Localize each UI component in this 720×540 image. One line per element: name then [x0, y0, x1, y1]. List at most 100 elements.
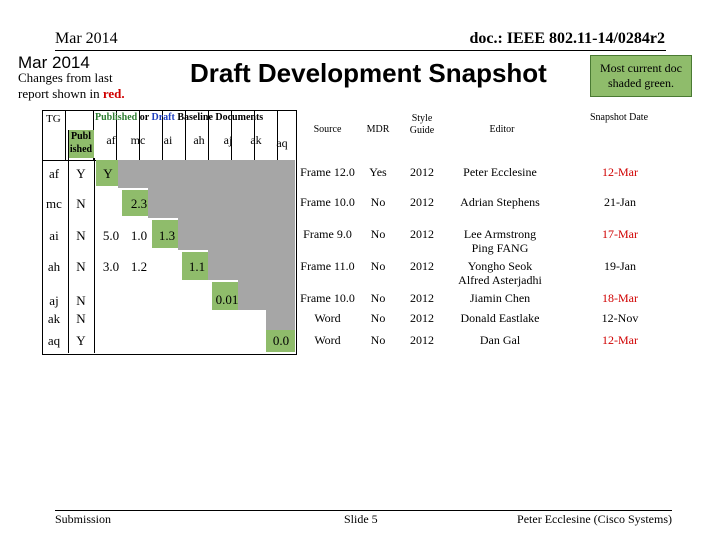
matrix-grid	[42, 110, 278, 161]
published-header-text: Publ ished	[69, 131, 93, 155]
row-date: 12-Nov	[601, 311, 639, 325]
row-editor: Yongho Seok	[467, 259, 533, 273]
th-style-text: Style Guide	[409, 113, 435, 136]
green-note: Most current doc shaded green.	[590, 55, 692, 97]
th-mdr: MDR	[366, 124, 390, 135]
shade-ah	[208, 250, 295, 280]
row-mdr: No	[370, 291, 386, 305]
matrix-caption: Published or Draft Baseline Documents	[95, 112, 263, 123]
footer-rule	[55, 510, 672, 511]
row-mdr: No	[370, 311, 386, 325]
caption-draft: Draft	[151, 112, 175, 123]
shade-mc	[148, 188, 295, 218]
col-header-ak: ak	[250, 133, 262, 147]
row-style: 2012	[410, 165, 434, 179]
changes-line2: report shown in red.	[18, 86, 125, 102]
row-date: 12-Mar	[602, 165, 638, 179]
cell-ai-mc: 1.0	[130, 228, 148, 243]
col-header-mc: mc	[130, 133, 146, 147]
matrix-tg-label: TG	[46, 113, 61, 125]
footer-author: Peter Ecclesine (Cisco Systems)	[517, 512, 672, 526]
row-editor: Donald Eastlake	[460, 311, 540, 325]
row-editor-2: Ping FANG	[471, 241, 529, 255]
row-pub-aj: N	[76, 293, 86, 308]
row-editor: Lee Armstrong	[463, 227, 537, 241]
shade-ai	[178, 218, 295, 250]
row-style: 2012	[410, 259, 434, 273]
row-style: 2012	[410, 333, 434, 347]
published-header: Publ ished	[68, 130, 94, 158]
diag-af	[96, 160, 118, 186]
cell-mc-mc: 2.3	[130, 196, 148, 211]
row-editor: Peter Ecclesine	[463, 165, 537, 179]
row-source: Word	[314, 333, 341, 347]
row-date: 18-Mar	[602, 291, 638, 305]
row-pub-mc: N	[76, 196, 86, 211]
row-source: Frame 10.0	[300, 195, 355, 209]
header-date: Mar 2014	[55, 30, 118, 47]
row-mdr: No	[370, 259, 386, 273]
row-style: 2012	[410, 227, 434, 241]
row-tg-aq: aq	[47, 333, 61, 348]
caption-or: or	[137, 112, 152, 123]
diag-ai	[152, 220, 178, 248]
diag-aq	[266, 330, 295, 352]
page-title: Draft Development Snapshot	[190, 58, 547, 88]
row-source: Frame 12.0	[300, 165, 355, 179]
diag-ah	[182, 252, 208, 280]
row-tg-ak: ak	[47, 311, 61, 326]
col-header-ah: ah	[193, 133, 205, 147]
th-snapshot: Snapshot Date	[589, 112, 649, 123]
row-source: Word	[314, 311, 341, 325]
th-editor: Editor	[489, 124, 515, 135]
row-tg-af: af	[48, 166, 60, 181]
row-editor: Dan Gal	[479, 333, 521, 347]
cell-ai-af: 5.0	[102, 228, 120, 243]
row-date: 12-Mar	[602, 333, 638, 347]
col-header-aj: aj	[223, 133, 233, 147]
row-pub-aq: Y	[76, 333, 86, 348]
row-tg-ai: ai	[49, 228, 59, 243]
row-date: 19-Jan	[604, 259, 636, 273]
row-source: Frame 11.0	[300, 259, 355, 273]
row-mdr: No	[370, 195, 386, 209]
cell-af-af: Y	[103, 166, 113, 181]
header-doc-id: doc.: IEEE 802.11-14/0284r2	[469, 30, 665, 47]
row-pub-ak: N	[76, 311, 86, 326]
changes-red: red.	[102, 86, 125, 101]
changes-prefix: report shown in	[18, 86, 103, 101]
row-editor: Jiamin Chen	[469, 291, 531, 305]
changes-line1: Changes from last	[18, 70, 113, 85]
row-style: 2012	[410, 291, 434, 305]
row-source: Frame 9.0	[303, 227, 352, 241]
row-style: 2012	[410, 311, 434, 325]
cell-ah-ah: 1.1	[188, 259, 206, 274]
row-tg-aj: aj	[49, 293, 59, 308]
caption-published: Published	[95, 112, 138, 123]
cell-ah-af: 3.0	[102, 259, 120, 274]
row-mdr: No	[370, 333, 386, 347]
footer-submission: Submission	[55, 512, 112, 526]
row-mdr: No	[370, 227, 386, 241]
row-mdr: Yes	[369, 165, 387, 179]
diag-mc	[122, 190, 148, 216]
row-tg-ah: ah	[47, 259, 61, 274]
th-source: Source	[313, 124, 342, 135]
cell-ah-mc: 1.2	[130, 259, 148, 274]
col-header-af: af	[106, 133, 116, 147]
caption-rest: Baseline Documents	[174, 112, 264, 123]
footer-slide-number: Slide 5	[344, 512, 378, 526]
row-pub-af: Y	[76, 166, 86, 181]
col-header-aq: aq	[276, 136, 288, 150]
slide-date: Mar 2014	[18, 53, 90, 72]
cell-aj-aj: 0.01	[215, 292, 239, 307]
row-pub-ah: N	[76, 259, 86, 274]
cell-aq-aq: 0.0	[272, 333, 290, 348]
col-header-ai: ai	[163, 133, 173, 147]
header-rule	[55, 50, 666, 51]
row-date: 17-Mar	[602, 227, 638, 241]
shade-ak	[266, 310, 295, 330]
row-divider-pub	[94, 158, 95, 353]
shade-af	[118, 160, 295, 188]
row-divider-left	[68, 130, 69, 353]
